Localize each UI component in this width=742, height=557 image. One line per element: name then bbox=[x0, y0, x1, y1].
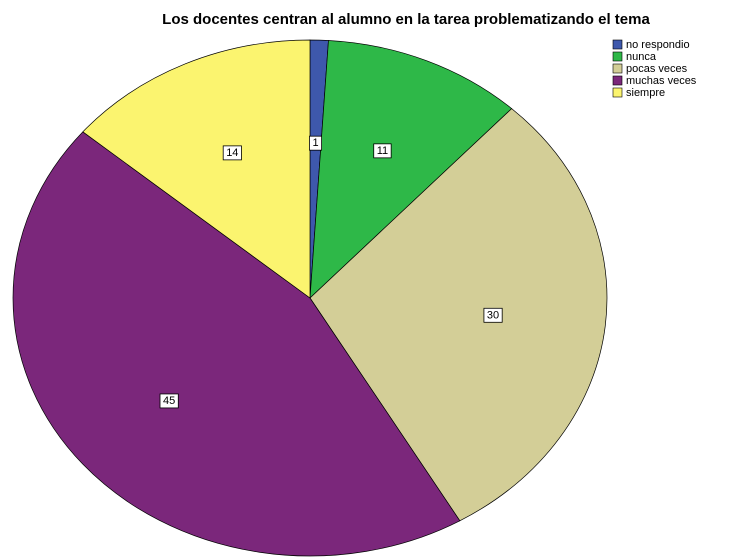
pie-slice bbox=[309, 108, 608, 522]
legend-label: pocas veces bbox=[626, 63, 688, 75]
legend-swatch bbox=[612, 87, 623, 98]
legend-label: muchas veces bbox=[626, 75, 697, 87]
data-label-box bbox=[309, 135, 323, 151]
data-label: 11 bbox=[377, 145, 388, 157]
data-label: 30 bbox=[487, 309, 499, 321]
data-label: 1 bbox=[312, 137, 318, 149]
chart-title: Los docentes centran al alumno en la tar… bbox=[162, 11, 650, 28]
pie-slice bbox=[82, 39, 311, 299]
legend-swatch bbox=[612, 63, 623, 74]
pie-slice bbox=[12, 131, 461, 557]
legend-swatch bbox=[612, 75, 623, 86]
legend-label: siempre bbox=[626, 87, 665, 99]
legend-swatch bbox=[612, 39, 623, 50]
data-label: 14 bbox=[226, 147, 238, 159]
legend-label: no respondio bbox=[626, 39, 690, 51]
legend-swatch bbox=[612, 51, 623, 62]
data-label-box bbox=[222, 145, 242, 161]
pie-slice bbox=[309, 40, 513, 299]
data-label: 45 bbox=[163, 395, 175, 407]
data-label-box bbox=[159, 393, 179, 409]
data-label-box bbox=[373, 143, 392, 159]
data-label-box bbox=[483, 307, 503, 323]
legend-label: nunca bbox=[626, 51, 657, 63]
